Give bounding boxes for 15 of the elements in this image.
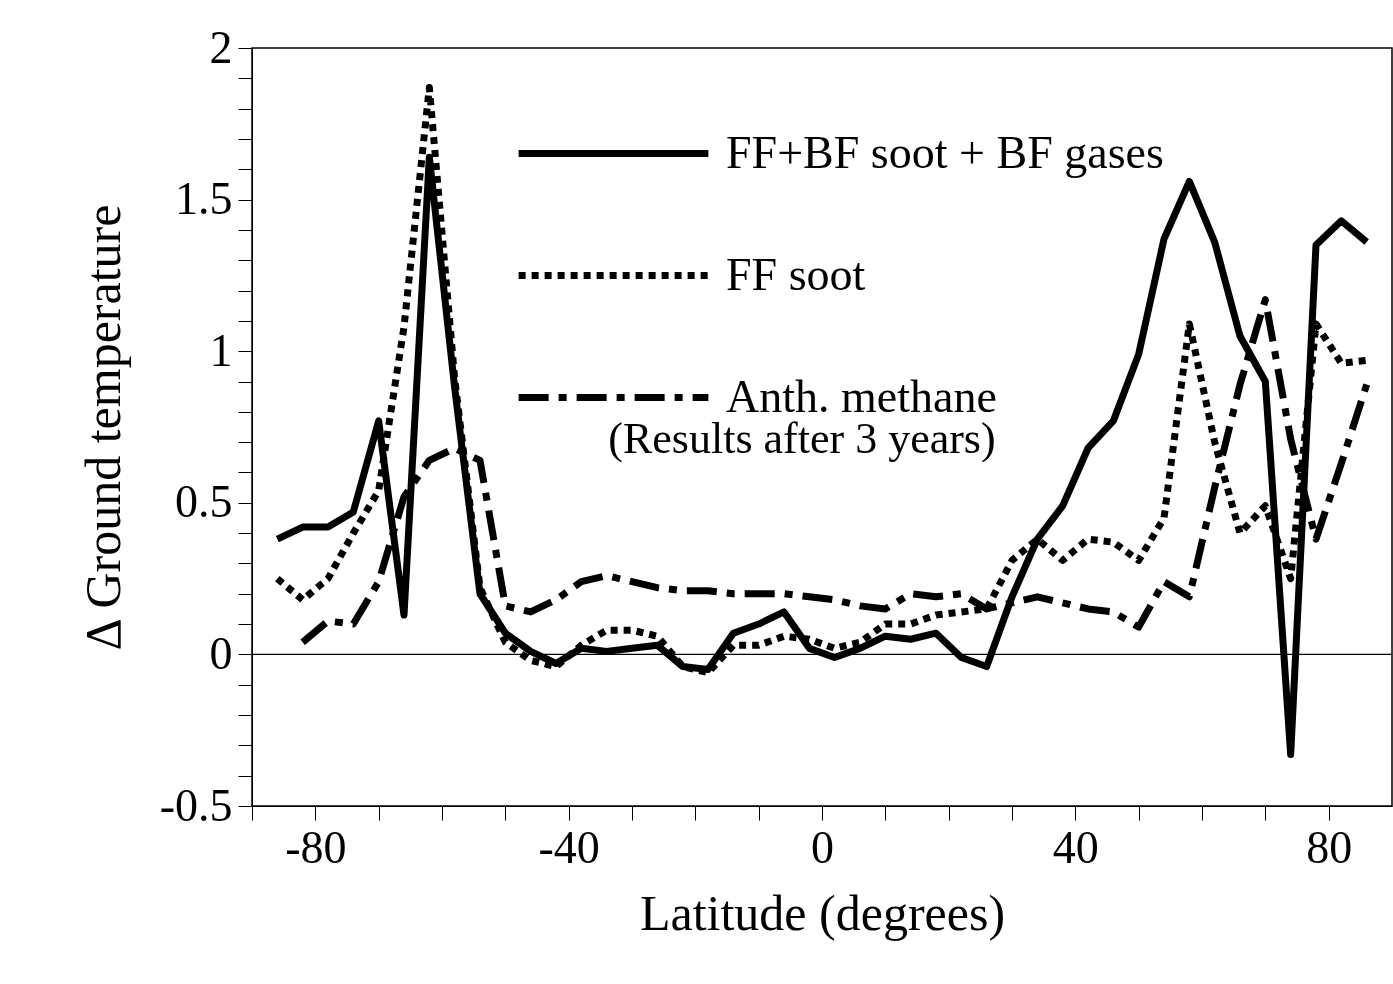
x-tick-label: -80	[285, 821, 347, 873]
x-tick-label: 40	[1052, 821, 1099, 873]
y-tick-label: 2	[209, 21, 233, 73]
legend-label: FF soot	[726, 248, 866, 300]
y-tick-label: 0.5	[175, 476, 233, 528]
x-axis-title: Latitude (degrees)	[639, 884, 1006, 941]
legend-label: FF+BF soot + BF gases	[726, 126, 1164, 178]
x-tick-label: 0	[811, 821, 834, 873]
x-tick-label: 80	[1306, 821, 1353, 873]
x-tick-label: -40	[538, 821, 600, 873]
y-tick-label: 1.5	[175, 173, 233, 225]
y-tick-label: 1	[209, 324, 233, 376]
y-axis-title: Δ Ground temperature	[74, 204, 131, 651]
y-tick-label: 0	[209, 627, 233, 679]
y-tick-label: -0.5	[159, 779, 233, 831]
